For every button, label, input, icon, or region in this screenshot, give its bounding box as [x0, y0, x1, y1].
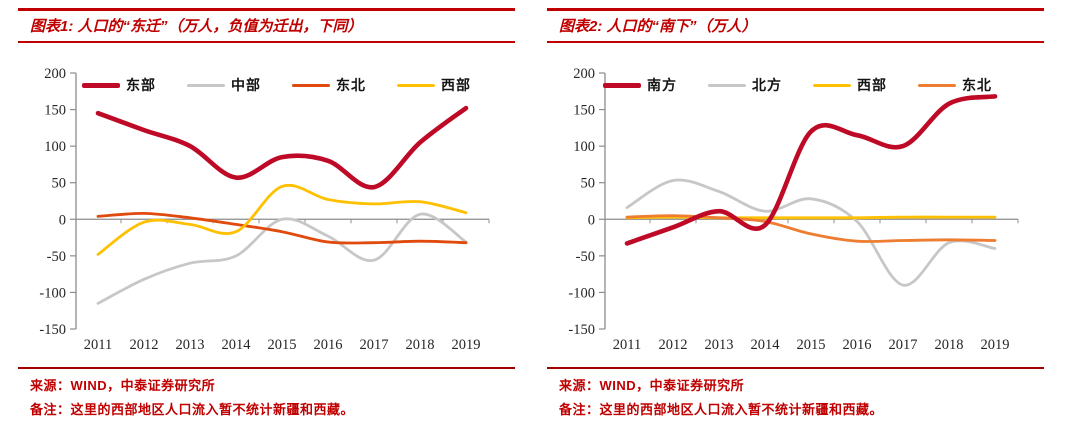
y-tick-label: 100	[573, 139, 595, 155]
chart-area: 200 150 100 50 0 -50 -100 -150 2011 2012 2013 2014 2…	[547, 47, 1044, 353]
chart-area: 200 150 100 50 0 -50 -100 -150 2011 2012 2013 2014 2…	[18, 47, 515, 353]
y-tick-label: 150	[44, 103, 66, 119]
source-line: 来源：WIND，中泰证券研究所	[30, 378, 216, 393]
legend-item-0: 南方	[603, 75, 708, 95]
legend-swatch	[82, 82, 120, 88]
header-top-rule	[18, 8, 515, 11]
figure-title: 图表1: 人口的“东迁”（万人，负值为迁出，下同）	[30, 18, 363, 35]
y-tick-label: -150	[568, 322, 595, 338]
legend-label: 中部	[231, 77, 261, 93]
series-line-1	[625, 178, 997, 287]
x-tick-label: 2013	[176, 337, 205, 353]
chart-legend: 南方 北方 西部 东北	[603, 75, 1023, 95]
legend-label: 东北	[962, 77, 992, 93]
figure-panel-2: 图表2: 人口的“南下”（万人） 200 150 100 50 0 -50 -100 -150…	[547, 8, 1044, 436]
y-tick-label: 200	[44, 66, 66, 82]
legend-label: 东部	[126, 77, 156, 93]
x-tick-label: 2012	[659, 337, 688, 353]
legend-item-1: 中部	[187, 75, 292, 95]
footer-rule	[18, 367, 515, 369]
x-tick-label: 2016	[843, 337, 872, 353]
legend-swatch	[708, 83, 746, 87]
y-tick-label: -100	[39, 285, 66, 301]
y-tick-label: -150	[39, 322, 66, 338]
line-chart: 200 150 100 50 0 -50 -100 -150 2011 2012 2013 2014 2…	[568, 66, 1019, 353]
legend-swatch	[187, 83, 225, 87]
legend-swatch	[603, 82, 641, 88]
y-tick-label: 200	[573, 66, 595, 82]
x-tick-label: 2015	[797, 337, 826, 353]
x-tick-label: 2017	[889, 337, 918, 353]
header-top-rule	[547, 8, 1044, 11]
x-tick-label: 2012	[130, 337, 159, 353]
series-line-1	[96, 212, 468, 305]
source-line: 来源：WIND，中泰证券研究所	[559, 378, 745, 393]
y-tick-label: 100	[44, 139, 66, 155]
y-tick-label: 150	[573, 103, 595, 119]
figure-panel-1: 图表1: 人口的“东迁”（万人，负值为迁出，下同） 200 150 100 50 0 -5…	[18, 8, 515, 436]
x-tick-label: 2013	[705, 337, 734, 353]
series-line-0	[624, 94, 998, 246]
x-tick-label: 2019	[981, 337, 1010, 353]
series-line-3	[625, 214, 997, 243]
y-tick-label: -100	[568, 285, 595, 301]
y-tick-label: -50	[47, 249, 66, 265]
legend-item-2: 西部	[813, 75, 918, 95]
footer-rule	[547, 367, 1044, 369]
legend-item-3: 西部	[397, 75, 502, 95]
x-tick-label: 2011	[84, 337, 112, 353]
legend-label: 东北	[336, 77, 366, 93]
x-tick-label: 2014	[222, 337, 252, 353]
figure-title: 图表2: 人口的“南下”（万人）	[559, 18, 757, 35]
legend-label: 北方	[752, 77, 782, 93]
chart-legend: 东部 中部 东北 西部	[82, 75, 502, 95]
legend-label: 西部	[857, 77, 887, 93]
x-tick-label: 2016	[314, 337, 343, 353]
x-tick-label: 2018	[406, 337, 435, 353]
legend-item-0: 东部	[82, 75, 187, 95]
y-tick-label: 0	[59, 212, 66, 228]
legend-item-1: 北方	[708, 75, 813, 95]
y-tick-label: 50	[52, 176, 67, 192]
series-line-3	[96, 183, 468, 256]
x-tick-label: 2015	[268, 337, 297, 353]
y-tick-label: -50	[576, 249, 595, 265]
y-tick-label: 50	[581, 176, 596, 192]
series-line-0	[95, 105, 469, 190]
x-tick-label: 2017	[360, 337, 389, 353]
y-tick-label: 0	[588, 212, 595, 228]
legend-swatch	[918, 83, 956, 87]
x-tick-label: 2018	[935, 337, 964, 353]
note-line: 备注：这里的西部地区人口流入暂不统计新疆和西藏。	[30, 402, 355, 417]
legend-swatch	[292, 83, 330, 87]
line-chart: 200 150 100 50 0 -50 -100 -150 2011 2012 2013 2014 2…	[39, 66, 490, 353]
legend-item-2: 东北	[292, 75, 397, 95]
note-line: 备注：这里的西部地区人口流入暂不统计新疆和西藏。	[559, 402, 884, 417]
legend-label: 西部	[441, 77, 471, 93]
x-tick-label: 2014	[751, 337, 781, 353]
title-underline	[547, 41, 1044, 43]
legend-swatch	[397, 83, 435, 87]
series-line-2	[96, 211, 468, 245]
legend-item-3: 东北	[918, 75, 1023, 95]
x-tick-label: 2019	[452, 337, 481, 353]
legend-label: 南方	[647, 77, 677, 93]
title-underline	[18, 41, 515, 43]
x-tick-label: 2011	[613, 337, 641, 353]
legend-swatch	[813, 83, 851, 87]
